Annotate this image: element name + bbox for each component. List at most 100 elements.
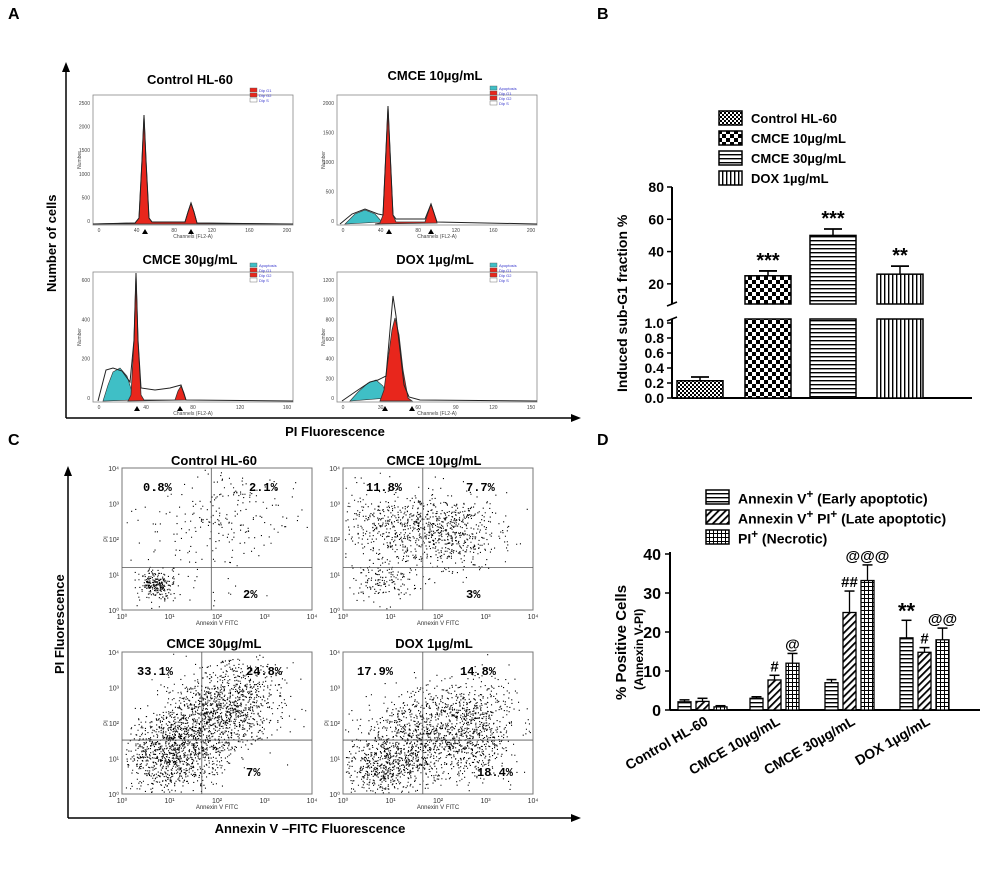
hist-ytick: 200 [326, 376, 335, 382]
dotplot-xtick: 10² [433, 614, 444, 621]
legend-d-1-mid: PI [813, 510, 831, 527]
b-ytick-label: 80 [648, 179, 664, 195]
hist-legend-label: Dip G2 [259, 93, 272, 98]
d-significance: @@ [928, 611, 957, 628]
dotplot-ytick: 10¹ [330, 573, 341, 580]
panel-a-histograms: 0 40 80 120 160 20005001000150020002500Channe… [77, 85, 538, 417]
b-break-mark [666, 316, 678, 322]
swatch-d-grid [705, 529, 730, 545]
hist-xtick: 40 [134, 228, 140, 234]
dotplot-ytick: 10³ [330, 502, 341, 509]
dotplot-xtick: 10¹ [164, 614, 175, 621]
b-ytick-label: 1.0 [645, 315, 665, 331]
dotplot-xlabel: Annexin V FITC [417, 621, 460, 627]
hist-title-dox: DOX 1µg/mL [396, 252, 474, 267]
d-ytick-label: 30 [643, 586, 661, 603]
d-bar [749, 697, 764, 711]
hist-xtick: 0 [342, 228, 345, 234]
hist-legend-label: Dip S [259, 98, 269, 103]
legend-d-1-base: Annexin V [738, 510, 807, 527]
hist-xtick: 30 [378, 405, 384, 411]
hist-legend-label: Dip G1 [499, 91, 512, 96]
hist-ytick: 600 [326, 337, 335, 343]
legend-b-cmce10: CMCE 10µg/mL [718, 128, 846, 148]
panel-b-bars: ******** [676, 208, 924, 399]
dot-title-control: Control HL-60 [171, 453, 257, 468]
hist-xtick: 90 [453, 405, 459, 411]
d-bar [824, 682, 839, 711]
hist-xtick: 200 [283, 228, 292, 234]
q-lr-dox: 18.4% [477, 766, 514, 780]
legend-b-label-3: DOX 1µg/mL [751, 170, 829, 186]
dotplot-ytick: 10² [330, 537, 341, 544]
d-category-label: DOX 1µg/mL [852, 713, 933, 769]
hist-xtick: 80 [190, 405, 196, 411]
d-bar [695, 700, 710, 711]
hist-title-control: Control HL-60 [147, 72, 233, 87]
b-ytick-label: 40 [648, 244, 664, 260]
panel-d-label: D [597, 432, 609, 449]
legend-d-label-1: Annexin V+ PI+ (Late apoptotic) [738, 508, 946, 527]
q-ur-cmce30: 24.8% [246, 665, 283, 679]
legend-d-necrotic: PI+ (Necrotic) [705, 527, 946, 547]
dotplot-frame [121, 651, 313, 795]
hist-title-cmce10: CMCE 10µg/mL [387, 68, 483, 83]
b-significance: *** [756, 250, 780, 272]
legend-d-2-base: PI [738, 530, 752, 547]
dotplot-frame [342, 651, 534, 795]
hist-xtick: 40 [143, 405, 149, 411]
hist-xtick: 160 [489, 228, 498, 234]
dotplot-ytick: 10¹ [109, 757, 120, 764]
panel-c-frame [64, 466, 581, 822]
swatch-checker-large [718, 130, 743, 146]
dotplot-xtick: 10⁰ [117, 613, 128, 621]
dotplot-xtick: 10² [433, 798, 444, 805]
hist-ytick: 500 [326, 190, 335, 196]
hist-legend-label: Dip S [499, 101, 509, 106]
histogram-dox [336, 262, 538, 411]
histogram-cmce30 [92, 262, 294, 411]
dotplot-ytick: 10⁰ [329, 607, 340, 615]
b-bar-lower [744, 318, 792, 399]
hist-ylabel: Number [77, 151, 83, 169]
q-ur-cmce10: 7.7% [466, 481, 495, 495]
legend-d-label-2: PI+ (Necrotic) [738, 528, 827, 547]
b-bar-upper [744, 275, 792, 305]
dotplot-ytick: 10⁴ [329, 650, 340, 657]
hist-ytick: 1000 [79, 172, 90, 178]
dotplot-ytick: 10³ [109, 502, 120, 509]
swatch-d-hstripe [705, 489, 730, 505]
d-bar [767, 679, 782, 711]
panel-a-frame [62, 62, 581, 422]
hist-ytick: 1000 [323, 160, 334, 166]
dotplot-xtick: 10⁰ [117, 797, 128, 805]
dotplot-frame [121, 467, 313, 611]
dotplot-xtick: 10³ [259, 798, 270, 805]
legend-d-late: Annexin V+ PI+ (Late apoptotic) [705, 507, 946, 527]
legend-d-1-sup: + [806, 507, 814, 521]
dotplot-ylabel: PI [104, 536, 110, 542]
dotplot-ylabel: PI [325, 536, 331, 542]
dot-title-dox: DOX 1µg/mL [395, 636, 473, 651]
d-ytick-label: 40 [643, 547, 661, 564]
b-bar-lower [876, 318, 924, 399]
histogram-control [92, 87, 294, 234]
legend-d-2-sup: + [751, 527, 759, 541]
dotplot-ylabel: PI [104, 720, 110, 726]
hist-xtick: 0 [98, 405, 101, 411]
dotplot-xtick: 10² [212, 798, 223, 805]
hist-title-cmce30: CMCE 30µg/mL [142, 252, 238, 267]
swatch-checker-small [718, 110, 743, 126]
hist-ytick: 400 [82, 317, 91, 323]
hist-ytick: 1500 [323, 131, 334, 137]
hist-legend-label: Dip G2 [499, 96, 512, 101]
d-significance: @ [785, 636, 800, 653]
hist-xtick: 80 [171, 228, 177, 234]
hist-xtick: 0 [342, 405, 345, 411]
panel-a-label: A [8, 6, 20, 23]
b-ytick-label: 0.2 [645, 375, 665, 391]
panel-c-label: C [8, 432, 20, 449]
